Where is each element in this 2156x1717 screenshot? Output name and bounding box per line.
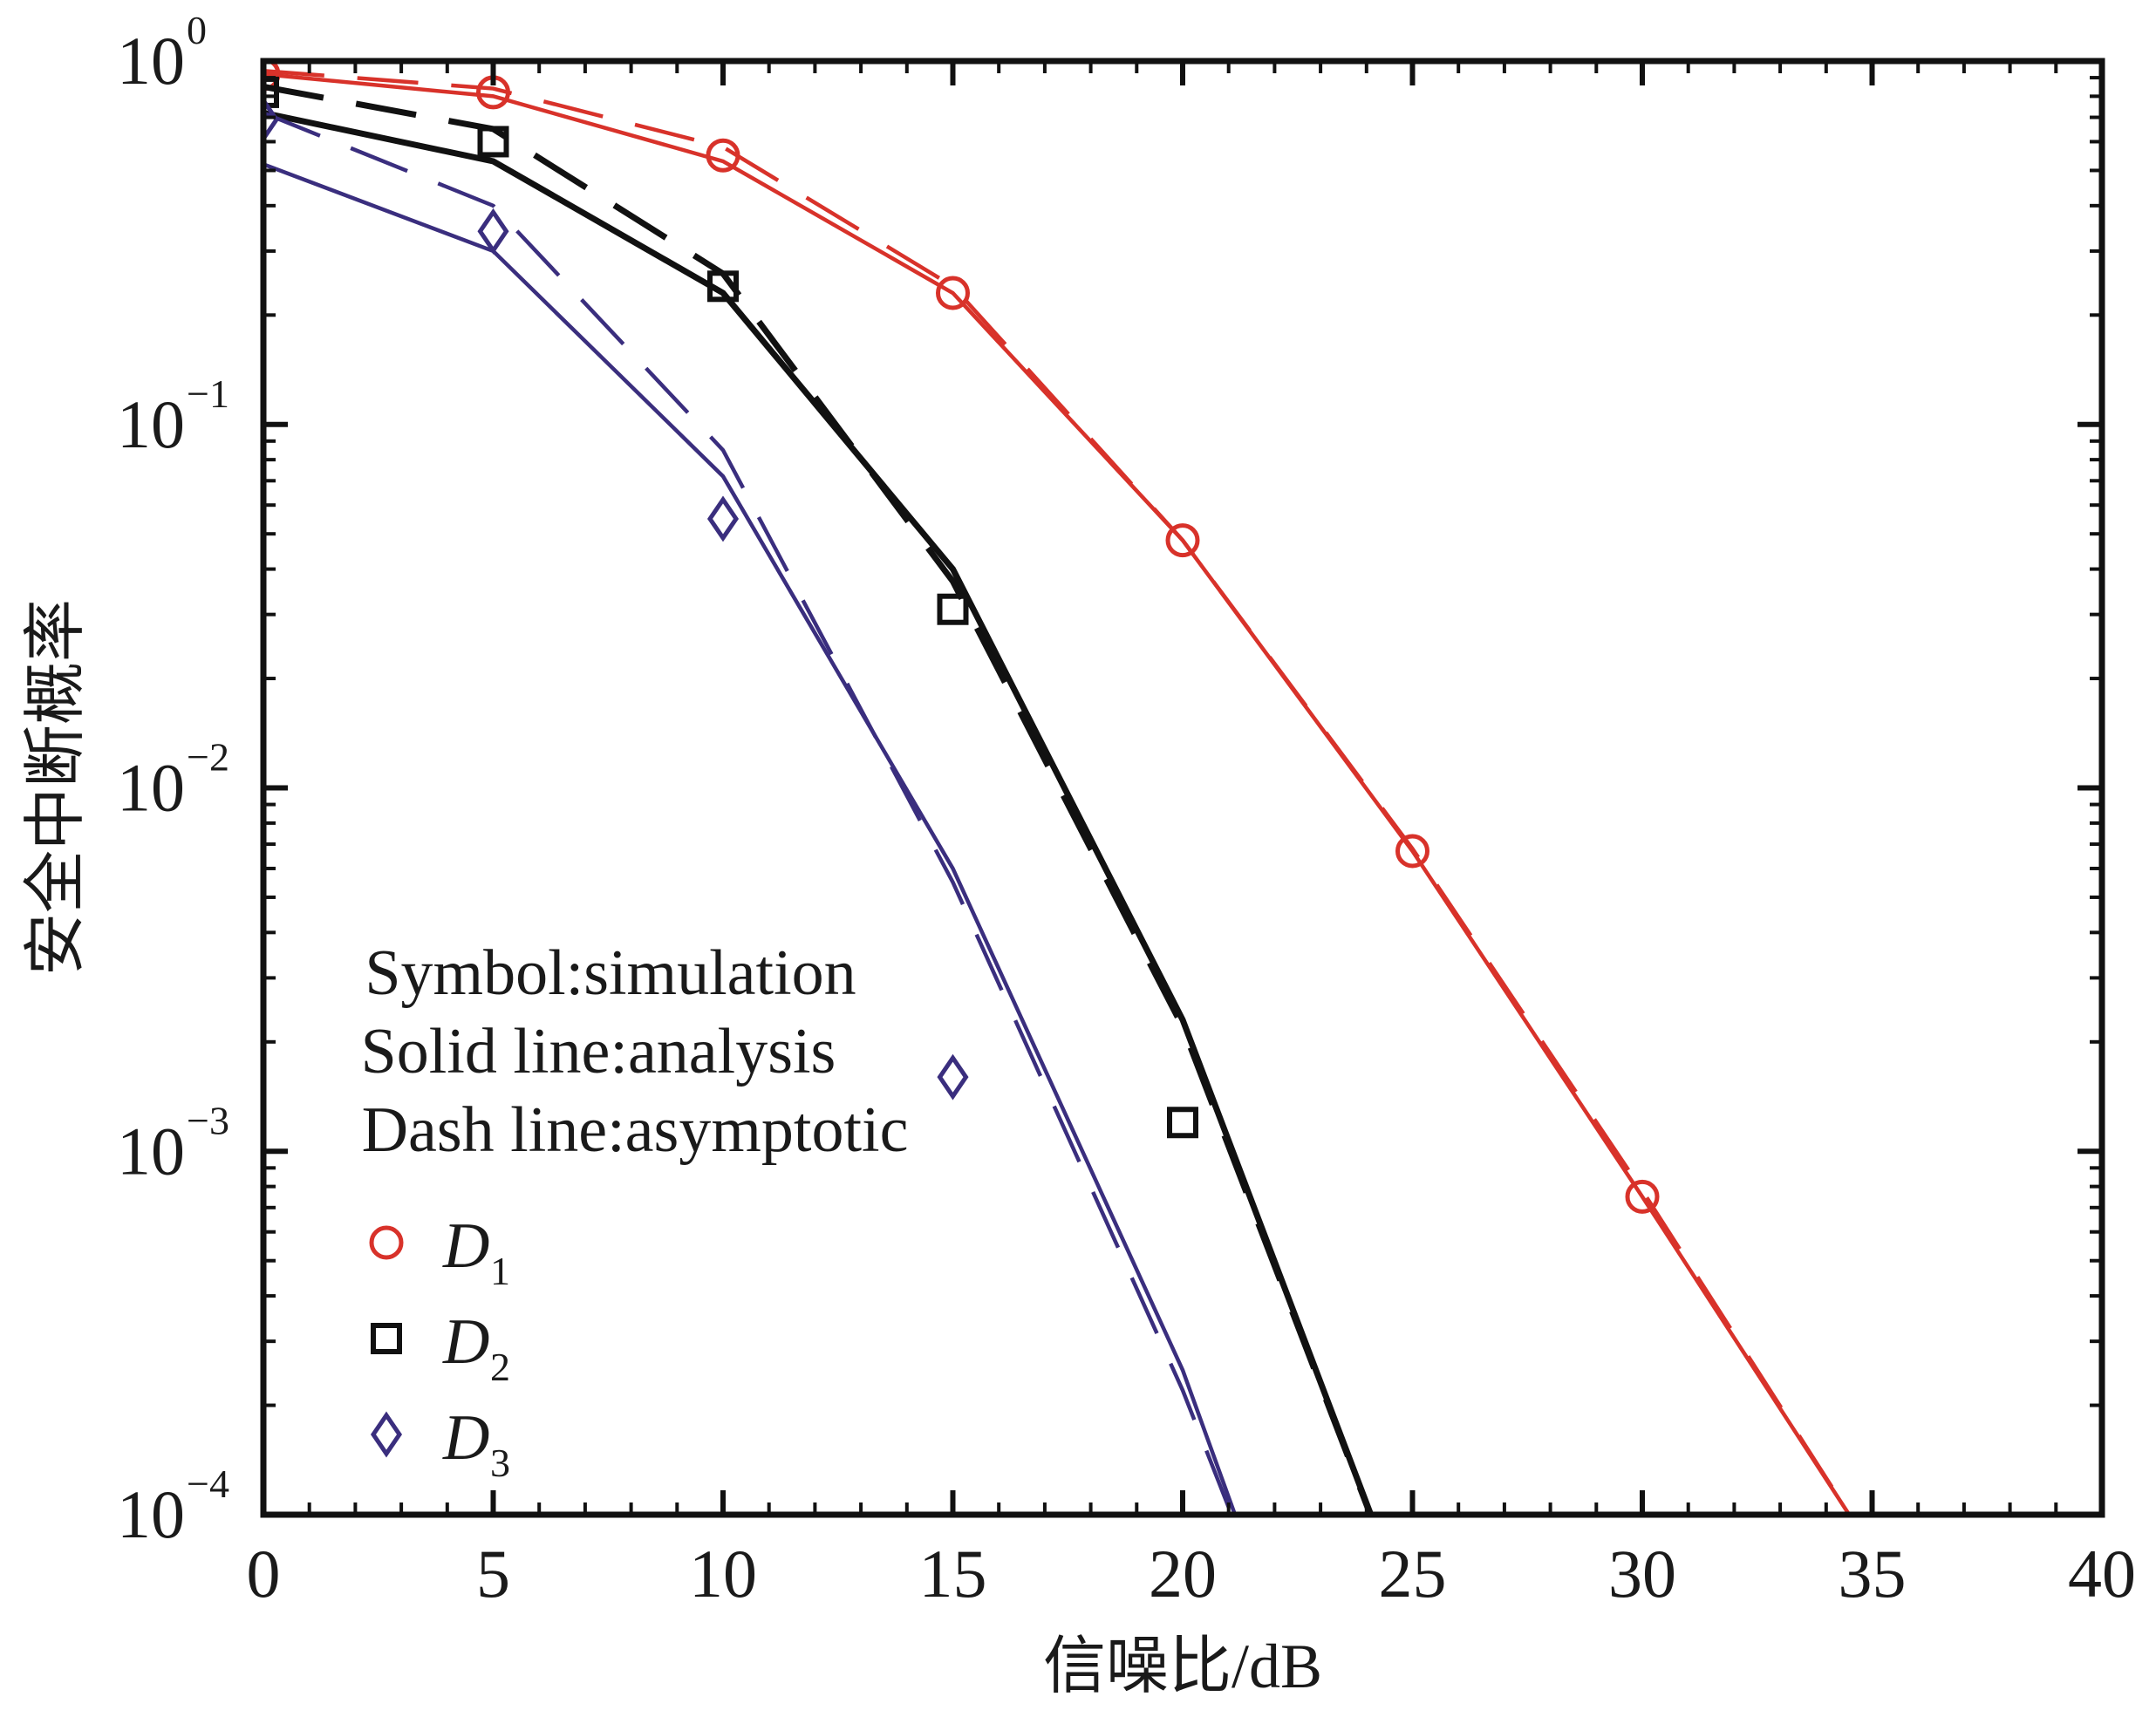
y-tick-exponent: −2 [187, 735, 229, 780]
series-1-simulation-point [1165, 523, 1200, 558]
y-tick-label: 10 [117, 386, 185, 462]
legend-sub-1: 1 [490, 1249, 510, 1293]
y-tick-label: 10 [117, 750, 185, 826]
y-tick-label: 10 [117, 23, 185, 99]
y-tick-exponent: 0 [187, 8, 207, 52]
legend-marker-3 [370, 1411, 403, 1458]
y-tick-label: 10 [117, 1113, 185, 1189]
series-1-simulation-point [936, 276, 970, 310]
series-1-analysis-line [263, 72, 1852, 1515]
series-2-simulation-point [707, 270, 739, 303]
y-tick-exponent: −4 [187, 1461, 229, 1506]
annotation-symbol: Symbol:simulation [365, 937, 856, 1009]
series-2-simulation-point [477, 126, 509, 158]
x-axis-title: 信噪比/dB [1043, 1632, 1322, 1701]
x-tick-label: 40 [2068, 1536, 2136, 1611]
legend-sub-2: 2 [490, 1345, 510, 1389]
series-3-simulation-point [263, 96, 280, 143]
x-tick-label: 5 [476, 1536, 510, 1611]
x-tick-label: 10 [689, 1536, 757, 1611]
y-tick-exponent: −1 [187, 371, 229, 416]
series-1-simulation-point [706, 138, 740, 173]
y-tick-exponent: −3 [187, 1098, 229, 1142]
series-2-asymptotic-line [263, 83, 1374, 1515]
series-3-simulation-point [477, 208, 509, 255]
legend-sub-3: 3 [490, 1441, 510, 1485]
series-1-simulation-point [263, 61, 281, 92]
data-layer [263, 61, 1852, 1515]
annotation-dash-line: Dash line:asymptotic [362, 1094, 909, 1166]
legend-marker-2 [371, 1323, 402, 1354]
y-tick-label: 10 [117, 1476, 185, 1552]
x-tick-label: 20 [1149, 1536, 1217, 1611]
series-1-simulation-point [1625, 1179, 1660, 1214]
series-1-simulation-point [1395, 834, 1429, 869]
series-2-simulation-point [937, 593, 969, 625]
series-3-analysis-line [263, 162, 1238, 1515]
x-tick-label: 25 [1379, 1536, 1447, 1611]
x-tick-label: 30 [1608, 1536, 1676, 1611]
legend-label-2: D [442, 1306, 489, 1378]
y-axis-title: 安全中断概率 [21, 599, 91, 976]
x-tick-label: 35 [1839, 1536, 1907, 1611]
series-3-simulation-point [937, 1053, 969, 1100]
legend-label-1: D [442, 1210, 489, 1282]
plot-frame [260, 58, 2105, 1518]
series-3-asymptotic-line [263, 111, 1234, 1515]
series-2-simulation-point [263, 76, 279, 108]
legend: D 1D 2D 3 [369, 1210, 510, 1485]
series-3-simulation-point [706, 495, 740, 542]
x-tick-label: 0 [247, 1536, 281, 1611]
legend-marker-1 [369, 1225, 404, 1260]
series-2-simulation-point [1167, 1107, 1198, 1139]
series-1-asymptotic-line [263, 68, 1852, 1515]
annotation-solid-line: Solid line:analysis [361, 1016, 836, 1087]
series-2-analysis-line [263, 110, 1375, 1515]
x-tick-label: 15 [919, 1536, 987, 1611]
ticks-layer [261, 58, 2105, 1517]
legend-label-3: D [442, 1402, 489, 1474]
